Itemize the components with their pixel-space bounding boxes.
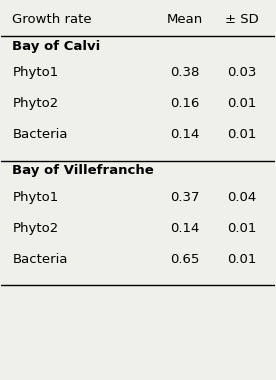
Text: Phyto1: Phyto1	[12, 66, 59, 79]
Text: 0.01: 0.01	[227, 222, 256, 234]
Text: Bacteria: Bacteria	[12, 253, 68, 266]
Text: Bay of Villefranche: Bay of Villefranche	[12, 165, 154, 177]
Text: Bay of Calvi: Bay of Calvi	[12, 40, 100, 53]
Text: 0.01: 0.01	[227, 97, 256, 110]
Text: 0.04: 0.04	[227, 191, 256, 204]
Text: 0.14: 0.14	[170, 222, 199, 234]
Text: Phyto2: Phyto2	[12, 222, 59, 234]
Text: 0.03: 0.03	[227, 66, 256, 79]
Text: 0.01: 0.01	[227, 128, 256, 141]
Text: ± SD: ± SD	[225, 13, 259, 26]
Text: 0.14: 0.14	[170, 128, 199, 141]
Text: 0.37: 0.37	[170, 191, 199, 204]
Text: Phyto2: Phyto2	[12, 97, 59, 110]
Text: 0.01: 0.01	[227, 253, 256, 266]
Text: Mean: Mean	[166, 13, 203, 26]
Text: 0.38: 0.38	[170, 66, 199, 79]
Text: 0.16: 0.16	[170, 97, 199, 110]
Text: Growth rate: Growth rate	[12, 13, 92, 26]
Text: 0.65: 0.65	[170, 253, 199, 266]
Text: Phyto1: Phyto1	[12, 191, 59, 204]
Text: Bacteria: Bacteria	[12, 128, 68, 141]
